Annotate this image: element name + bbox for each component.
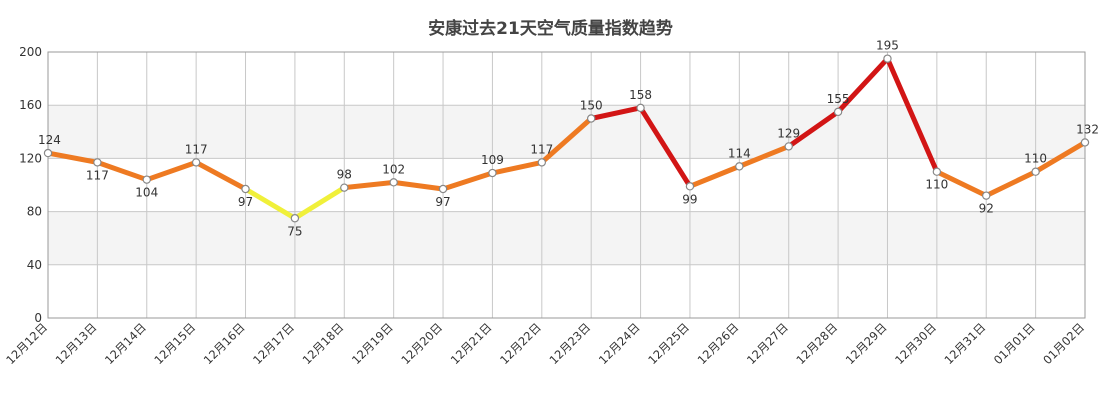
series-line-segment [341,179,397,191]
data-point [636,103,645,113]
x-tick-label: 01月02日 [1040,320,1087,367]
data-point [241,184,250,194]
x-tick-label: 12月14日 [102,320,149,367]
data-point [982,191,991,200]
y-tick-label: 0 [34,311,42,325]
series-line-segment [94,159,150,183]
series-line-segment [736,143,792,169]
plot-band [48,211,1085,265]
data-point [488,168,497,178]
data-label: 195 [876,39,899,53]
x-tick-label: 12月17日 [250,320,297,367]
x-tick-label: 12月13日 [53,320,100,367]
x-tick-label: 12月24日 [596,320,643,367]
data-label: 97 [435,195,450,209]
series-line-segment [983,169,1039,199]
series-line-segment [193,159,249,192]
series-line-segment [292,185,347,221]
chart-title: 安康过去21天空气质量指数趋势 [428,19,673,39]
x-tick-label: 12月12日 [3,320,50,367]
x-tick-label: 12月31日 [941,320,988,367]
data-label: 102 [382,162,405,176]
data-point [340,183,349,192]
x-tick-label: 12月27日 [744,320,791,367]
x-tick-label: 12月30日 [892,320,939,367]
x-tick-label: 12月26日 [695,320,742,367]
x-tick-label: 12月21日 [448,320,495,367]
data-point [43,148,53,158]
data-label: 150 [580,99,603,113]
data-label: 158 [629,88,652,102]
data-point [1080,138,1090,147]
y-tick-label: 200 [19,45,42,59]
data-label: 114 [728,146,751,160]
data-label: 124 [38,133,61,147]
data-point [191,158,201,167]
data-label: 132 [1076,122,1099,136]
data-point [290,214,300,223]
y-tick-label: 80 [27,205,42,219]
x-tick-label: 12月18日 [300,320,347,367]
series-line-segment [391,179,446,192]
series-line-segment [786,109,841,149]
data-label: 155 [827,92,850,106]
data-label: 104 [135,186,158,200]
data-label: 75 [287,224,302,238]
data-label: 109 [481,153,504,167]
series-line-segment [440,170,495,192]
data-point [685,182,695,191]
y-tick-label: 160 [19,98,42,112]
data-point [784,142,793,151]
series-line-segment [539,116,594,165]
x-tick-label: 12月22日 [497,320,544,367]
data-point [142,175,151,184]
series-line-segment [835,56,890,115]
series-line-segment [934,169,989,199]
x-tick-label: 12月23日 [546,320,593,367]
x-tick-label: 12月25日 [645,320,692,367]
plot-area [48,52,1085,318]
data-point [833,107,843,117]
data-label: 117 [530,142,553,156]
data-label: 117 [86,168,109,182]
plot-border [47,51,1086,319]
series-line-segment [588,105,644,121]
data-label: 110 [925,178,948,192]
data-point [93,158,102,167]
x-tick-label: 12月16日 [201,320,248,367]
data-point [1031,167,1040,176]
series-line-segment [144,159,199,183]
x-tick-label: 12月28日 [793,320,840,367]
data-point [389,178,398,187]
series-line-segment [687,163,742,189]
data-point [735,162,744,171]
data-point [438,184,448,194]
data-label: 97 [238,195,253,209]
x-tick-label: 01月01日 [991,320,1038,367]
data-label: 110 [1024,152,1047,166]
data-label: 99 [682,192,697,206]
data-point [537,158,547,167]
data-label: 98 [337,168,352,182]
series-line-segment [243,186,298,221]
series-line-segment [45,150,100,165]
x-tick-label: 12月19日 [349,320,396,367]
data-point [932,167,942,176]
series-line-segment [638,105,693,189]
data-point [883,54,892,63]
series-line-segment [489,159,545,176]
y-tick-label: 40 [27,258,42,272]
x-tick-label: 12月29日 [843,320,890,367]
data-point [586,114,596,123]
x-tick-label: 12月20日 [398,320,445,367]
series-line-segment [884,56,940,175]
series-line-segment [1033,139,1088,175]
data-label: 129 [777,126,800,140]
data-label: 117 [185,142,208,156]
y-tick-label: 120 [19,151,42,165]
x-tick-label: 12月15日 [151,320,198,367]
data-label: 92 [979,202,994,216]
